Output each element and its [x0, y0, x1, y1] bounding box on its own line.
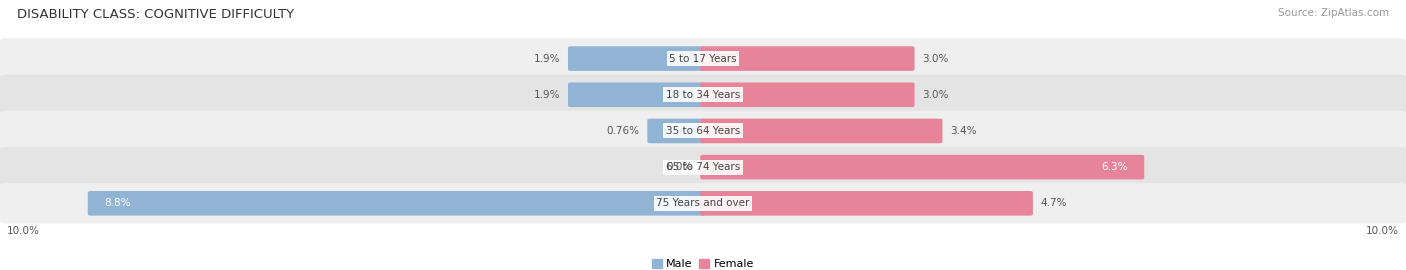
Text: 1.9%: 1.9%: [534, 90, 561, 100]
Text: 75 Years and over: 75 Years and over: [657, 198, 749, 208]
Text: 4.7%: 4.7%: [1040, 198, 1067, 208]
Text: 18 to 34 Years: 18 to 34 Years: [666, 90, 740, 100]
Text: DISABILITY CLASS: COGNITIVE DIFFICULTY: DISABILITY CLASS: COGNITIVE DIFFICULTY: [17, 8, 294, 21]
FancyBboxPatch shape: [700, 82, 914, 107]
FancyBboxPatch shape: [0, 111, 1406, 151]
FancyBboxPatch shape: [700, 155, 1144, 180]
FancyBboxPatch shape: [700, 191, 1033, 216]
Text: 3.4%: 3.4%: [950, 126, 977, 136]
Legend: Male, Female: Male, Female: [647, 254, 759, 270]
Text: 3.0%: 3.0%: [922, 53, 949, 64]
FancyBboxPatch shape: [0, 38, 1406, 79]
Text: 5 to 17 Years: 5 to 17 Years: [669, 53, 737, 64]
FancyBboxPatch shape: [568, 46, 706, 71]
Text: Source: ZipAtlas.com: Source: ZipAtlas.com: [1278, 8, 1389, 18]
Text: 10.0%: 10.0%: [7, 226, 39, 236]
Text: 35 to 64 Years: 35 to 64 Years: [666, 126, 740, 136]
FancyBboxPatch shape: [700, 46, 914, 71]
Text: 8.8%: 8.8%: [104, 198, 131, 208]
Text: 65 to 74 Years: 65 to 74 Years: [666, 162, 740, 172]
Text: 0.0%: 0.0%: [666, 162, 693, 172]
FancyBboxPatch shape: [87, 191, 706, 216]
Text: 0.76%: 0.76%: [606, 126, 640, 136]
FancyBboxPatch shape: [0, 75, 1406, 115]
Text: 1.9%: 1.9%: [534, 53, 561, 64]
FancyBboxPatch shape: [0, 147, 1406, 187]
Text: 6.3%: 6.3%: [1101, 162, 1128, 172]
Text: 10.0%: 10.0%: [1367, 226, 1399, 236]
FancyBboxPatch shape: [647, 119, 706, 143]
FancyBboxPatch shape: [0, 183, 1406, 224]
FancyBboxPatch shape: [700, 119, 942, 143]
FancyBboxPatch shape: [568, 82, 706, 107]
Text: 3.0%: 3.0%: [922, 90, 949, 100]
